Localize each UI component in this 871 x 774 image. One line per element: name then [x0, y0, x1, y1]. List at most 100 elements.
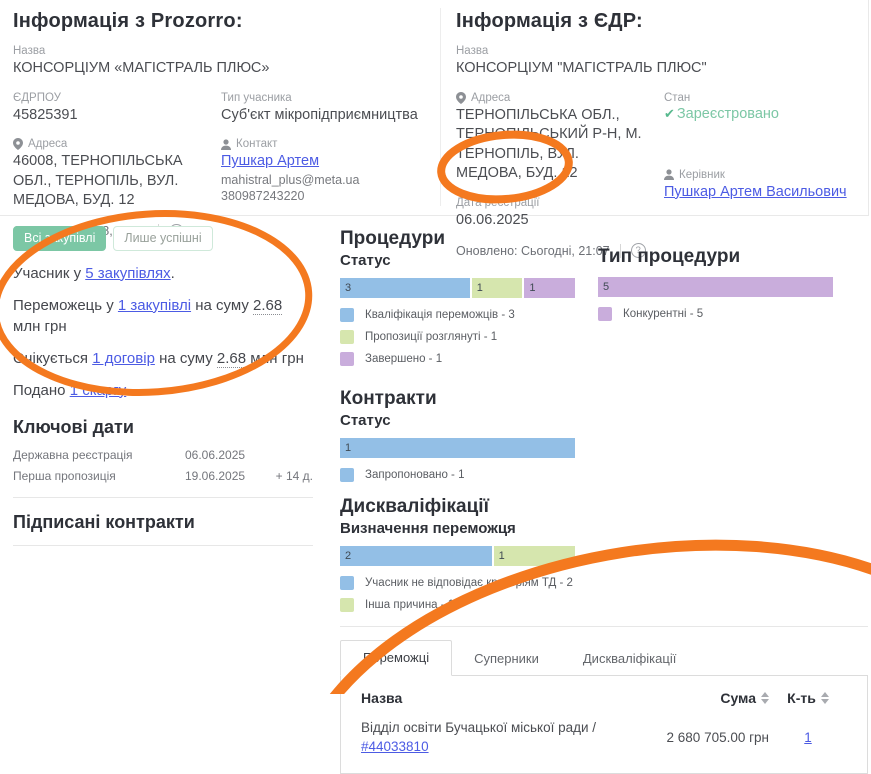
- won-purchases-link[interactable]: 1 закупівлі: [117, 296, 192, 314]
- key-dates-title: Ключові дати: [13, 416, 134, 437]
- field-address: Адреса 46008, ТЕРНОПІЛЬСЬКА ОБЛ., ТЕРНОП…: [13, 138, 207, 211]
- contracts-status-chart: Контракти Статус 1 Запропоновано - 1: [340, 388, 575, 482]
- table-row: Відділ освіти Бучацької міської ради / #…: [361, 718, 847, 757]
- bar-segment: 2: [340, 545, 492, 566]
- legend-item: Запропоновано - 1: [340, 467, 575, 482]
- sort-icon[interactable]: [820, 691, 829, 704]
- head-label-text: Керівник: [679, 168, 725, 181]
- sum-cell: 2 680 705.00 грн: [666, 729, 769, 745]
- reg-date-label: Дата реєстрації: [456, 196, 540, 209]
- purchases-filter-toggle: Всі закупівлі Лише успішні: [13, 226, 313, 251]
- expected-contract-line: Очікується 1 договір на суму 2.68 млн гр…: [13, 349, 304, 368]
- complaints-link[interactable]: 1 скаргу: [69, 381, 127, 399]
- legend-item: Інша причина - 1: [340, 597, 575, 612]
- field-member-type: Тип учасника Суб'єкт мікропідприємництва: [221, 92, 433, 126]
- map-pin-icon: [13, 138, 23, 151]
- edr-name-label: Назва: [456, 45, 489, 57]
- divider: [13, 496, 313, 498]
- legend-swatch: [598, 306, 612, 321]
- legend-swatch: [340, 329, 354, 344]
- column-header-count: К-ть: [769, 690, 847, 706]
- stacked-bar: 5: [598, 276, 833, 297]
- legend-swatch: [340, 467, 354, 482]
- winner-stat-line: Переможець у 1 закупівлі на суму 2.68 мл…: [13, 296, 283, 335]
- check-icon: ✔: [664, 105, 675, 121]
- stats-column: Всі закупівлі Лише успішні Учасник у 5 з…: [13, 226, 313, 560]
- key-date-row: Перша пропозиція 19.06.2025 + 14 д.: [13, 468, 313, 483]
- won-amount-value: 2.68: [253, 296, 283, 315]
- table-tabs: Переможці Суперники Дискваліфікації: [340, 639, 868, 676]
- legend-item: Конкурентні - 5: [598, 306, 833, 321]
- contact-phone: 380987243220: [221, 188, 305, 203]
- contact-email: mahistral_plus@meta.ua: [221, 172, 360, 187]
- legend-swatch: [340, 597, 354, 612]
- bar-segment: 5: [598, 276, 833, 297]
- contact-name-link[interactable]: Пушкар Артем: [221, 153, 320, 170]
- contact-label: Контакт: [221, 138, 433, 150]
- tab-winners[interactable]: Переможці: [340, 639, 453, 676]
- expected-contract-link[interactable]: 1 договір: [92, 349, 155, 367]
- map-pin-icon: [456, 91, 466, 104]
- buyer-edrpou-link[interactable]: #44033810: [361, 739, 429, 755]
- chart-legend: Конкурентні - 5: [598, 306, 833, 321]
- filter-all-purchases-button[interactable]: Всі закупівлі: [13, 226, 107, 251]
- edr-address-label: Адреса: [456, 91, 650, 104]
- legend-swatch: [340, 307, 354, 322]
- field-contact: Контакт Пушкар Артем mahistral_plus@meta…: [221, 138, 433, 204]
- field-edrpou: ЄДРПОУ 45825391: [13, 92, 207, 126]
- address-label: Адреса: [13, 138, 207, 151]
- divider: [13, 544, 313, 546]
- edr-updated-text: Оновлено: Сьогодні, 21:07: [456, 243, 610, 258]
- winners-table-section: Переможці Суперники Дискваліфікації Назв…: [340, 639, 868, 774]
- column-header-sum: Сума: [614, 690, 769, 706]
- state-text: Зареєстровано: [676, 105, 779, 122]
- head-name-link[interactable]: Пушкар Артем Васильович: [664, 183, 847, 200]
- contact-label-text: Контакт: [236, 138, 278, 151]
- edr-address-value: ТЕРНОПІЛЬСЬКА ОБЛ., ТЕРНОПІЛЬСЬКИЙ Р-Н, …: [456, 106, 642, 182]
- edrpou-value: 45825391: [13, 106, 78, 123]
- legend-item: Завершено - 1: [340, 351, 575, 366]
- table-header-row: Назва Сума К-ть: [361, 688, 847, 708]
- tab-disqualifications[interactable]: Дискваліфікації: [582, 650, 677, 666]
- key-date-row: Державна реєстрація 06.06.2025: [13, 447, 246, 462]
- name-label: Назва: [13, 45, 46, 57]
- legend-item: Учасник не відповідає критеріям ТД - 2: [340, 575, 575, 590]
- bar-segment: 1: [493, 545, 575, 566]
- sort-icon[interactable]: [761, 691, 769, 704]
- reg-date-value: 06.06.2025: [456, 211, 529, 228]
- state-label: Стан: [664, 91, 691, 104]
- bar-segment: 1: [524, 277, 576, 298]
- field-name: Назва КОНСОРЦІУМ «МАГІСТРАЛЬ ПЛЮС»: [13, 45, 433, 79]
- person-icon: [221, 139, 231, 150]
- legend-item: Кваліфікація переможців - 3: [340, 307, 575, 322]
- field-head: Керівник Пушкар Артем Васильович: [664, 169, 864, 203]
- legend-swatch: [340, 575, 354, 590]
- chart-legend: Запропоновано - 1: [340, 467, 575, 482]
- vertical-divider: [440, 8, 441, 206]
- count-link[interactable]: 1: [804, 729, 812, 745]
- table-panel: Назва Сума К-ть Відділ освіти Бучацької …: [340, 674, 868, 774]
- field-reg-date: Дата реєстрації 06.06.2025: [456, 197, 650, 231]
- top-info-card: Інформація з Prozorro: Назва КОНСОРЦІУМ …: [0, 0, 869, 259]
- help-icon[interactable]: ?: [630, 243, 646, 259]
- field-state: Стан ✔ Зареєстровано: [664, 92, 864, 122]
- tab-rivals[interactable]: Суперники: [474, 650, 539, 666]
- field-edr-address: Адреса ТЕРНОПІЛЬСЬКА ОБЛ., ТЕРНОПІЛЬСЬКИ…: [456, 91, 650, 184]
- member-type-value: Суб'єкт мікропідприємництва: [221, 106, 418, 123]
- field-edr-name: Назва КОНСОРЦІУМ "МАГІСТРАЛЬ ПЛЮС": [456, 45, 864, 79]
- legend-swatch: [340, 351, 354, 366]
- edr-company-name: КОНСОРЦІУМ "МАГІСТРАЛЬ ПЛЮС": [456, 60, 707, 76]
- edr-updated-row: Оновлено: Сьогодні, 21:07 ?: [456, 243, 650, 259]
- filter-successful-only-button[interactable]: Лише успішні: [113, 226, 213, 251]
- complaints-line: Подано 1 скаргу: [13, 381, 127, 399]
- prozorro-section-title: Інформація з Prozorro:: [13, 10, 243, 32]
- purchases-count-link[interactable]: 5 закупівлях: [85, 264, 171, 282]
- head-label: Керівник: [664, 169, 864, 181]
- edrpou-label: ЄДРПОУ: [13, 91, 61, 104]
